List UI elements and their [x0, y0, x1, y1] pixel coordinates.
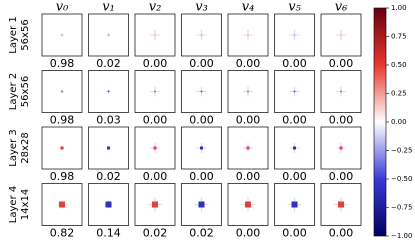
colorbar-tick-label: 0.75 [391, 33, 407, 41]
cell-value: 0.00 [236, 170, 261, 183]
pattern [152, 201, 158, 208]
row-label: Layer 2 [8, 73, 19, 110]
pattern [61, 34, 63, 36]
colorbar-tick-label: 1.00 [391, 4, 407, 12]
row-label: Layer 1 [8, 16, 19, 53]
pattern [293, 90, 296, 93]
cell-value: 0.00 [236, 227, 261, 240]
cell-value: 0.00 [189, 170, 214, 183]
pattern [154, 90, 156, 93]
cell-value: 0.98 [50, 170, 75, 183]
row-size: 56x56 [20, 19, 31, 50]
cell-value: 0.00 [329, 114, 354, 127]
cell-value: 0.14 [96, 227, 121, 240]
cell-value: 0.00 [329, 57, 354, 70]
pattern [293, 146, 296, 150]
row-label: Layer 3 [8, 129, 19, 166]
pattern [107, 146, 110, 150]
cell-value: 0.00 [329, 170, 354, 183]
colorbar-tick-label: 0.50 [391, 61, 407, 69]
pattern [59, 201, 65, 208]
cell-value: 0.00 [236, 114, 261, 127]
cell-value: 0.00 [143, 170, 168, 183]
cell-value: 0.82 [50, 227, 75, 240]
colorbar-tick-label: −0.50 [391, 175, 412, 183]
colorbar-tick-label: −0.75 [391, 204, 412, 212]
cell-value: 0.02 [96, 170, 121, 183]
colorbar-tick-label: −0.25 [391, 147, 412, 155]
pattern [245, 201, 251, 208]
cell-value: 0.00 [282, 57, 307, 70]
column-header: v₀ [56, 0, 69, 15]
cell-value: 0.00 [329, 227, 354, 240]
column-header: v₂ [149, 0, 162, 15]
pattern [340, 34, 342, 36]
pattern [338, 201, 344, 208]
cell-value: 0.00 [236, 57, 261, 70]
pattern [198, 201, 205, 208]
cell-value: 0.00 [282, 227, 307, 240]
colorbar-tick-label: −1.00 [391, 232, 412, 240]
pattern [61, 90, 63, 93]
row-size: 14x14 [20, 189, 31, 220]
row-size: 56x56 [20, 76, 31, 107]
pattern [200, 34, 203, 36]
column-header: v₄ [242, 0, 255, 15]
cell-value: 0.03 [96, 114, 121, 127]
row-size: 28x28 [20, 132, 31, 163]
column-header: v₃ [195, 0, 208, 15]
pattern [200, 90, 203, 93]
cell-value: 0.02 [189, 227, 214, 240]
pattern [246, 146, 250, 150]
pattern [200, 146, 203, 150]
colorbar-tick-label: 0.25 [391, 90, 407, 98]
cell-value: 0.00 [143, 57, 168, 70]
column-header: v₆ [335, 0, 348, 15]
pattern [340, 90, 342, 93]
pattern [107, 34, 110, 36]
cell-value: 0.00 [282, 114, 307, 127]
column-header: v₁ [102, 0, 115, 15]
column-header: v₅ [288, 0, 301, 15]
cell-value: 0.00 [282, 170, 307, 183]
pattern [60, 146, 64, 150]
row-label: Layer 4 [8, 186, 19, 223]
pattern [339, 146, 343, 150]
cell-value: 0.02 [143, 227, 168, 240]
pattern [247, 34, 249, 36]
pattern [153, 146, 157, 150]
cell-value: 0.02 [96, 57, 121, 70]
cell-value: 0.98 [50, 114, 75, 127]
pattern [293, 34, 296, 36]
pattern [105, 201, 112, 208]
colorbar-tick-label: 0.00 [391, 118, 407, 126]
cell-value: 0.98 [50, 57, 75, 70]
pattern [107, 90, 110, 93]
cell-value: 0.00 [189, 114, 214, 127]
colorbar [373, 7, 387, 237]
pattern [291, 201, 298, 208]
cell-value: 0.00 [189, 57, 214, 70]
cell-value: 0.00 [143, 114, 168, 127]
pattern [247, 90, 249, 93]
pattern [154, 34, 156, 36]
